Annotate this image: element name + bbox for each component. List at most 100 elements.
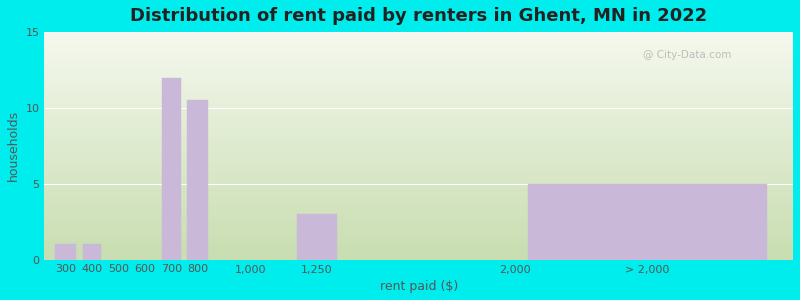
Bar bbox=[44, 110, 793, 112]
X-axis label: rent paid ($): rent paid ($) bbox=[379, 280, 458, 293]
Bar bbox=[44, 216, 793, 219]
Bar bbox=[44, 91, 793, 94]
Bar bbox=[44, 235, 793, 237]
Bar bbox=[44, 132, 793, 134]
Bar bbox=[44, 207, 793, 210]
Bar bbox=[44, 103, 793, 105]
Bar bbox=[44, 89, 793, 91]
Bar bbox=[44, 37, 793, 39]
Bar bbox=[44, 78, 793, 80]
Bar bbox=[44, 178, 793, 180]
Bar bbox=[44, 153, 793, 155]
Bar bbox=[44, 232, 793, 235]
Bar bbox=[44, 157, 793, 160]
Bar bbox=[44, 44, 793, 46]
Bar bbox=[44, 184, 793, 187]
Bar bbox=[44, 57, 793, 59]
Bar bbox=[44, 194, 793, 196]
Bar bbox=[44, 200, 793, 203]
Bar bbox=[44, 114, 793, 116]
Bar bbox=[44, 118, 793, 121]
Bar bbox=[55, 244, 76, 260]
Bar bbox=[44, 87, 793, 89]
Bar bbox=[44, 212, 793, 214]
Bar bbox=[44, 257, 793, 260]
Bar bbox=[44, 59, 793, 62]
Bar bbox=[44, 205, 793, 207]
Bar bbox=[44, 191, 793, 194]
Bar bbox=[44, 239, 793, 242]
Bar bbox=[44, 141, 793, 144]
Bar bbox=[44, 250, 793, 253]
Bar bbox=[187, 100, 208, 260]
Bar bbox=[44, 173, 793, 176]
Bar bbox=[44, 75, 793, 78]
Bar bbox=[44, 112, 793, 114]
Bar bbox=[44, 148, 793, 150]
Bar bbox=[82, 244, 102, 260]
Bar bbox=[44, 155, 793, 157]
Bar bbox=[44, 187, 793, 189]
Bar bbox=[44, 80, 793, 82]
Bar bbox=[44, 150, 793, 153]
Bar bbox=[44, 128, 793, 130]
Bar bbox=[44, 219, 793, 221]
Bar bbox=[44, 166, 793, 169]
Bar bbox=[44, 198, 793, 200]
Text: @ City-Data.com: @ City-Data.com bbox=[643, 50, 732, 60]
Bar bbox=[44, 255, 793, 257]
Bar bbox=[44, 125, 793, 128]
Bar bbox=[44, 121, 793, 123]
Bar bbox=[44, 248, 793, 250]
Bar bbox=[44, 55, 793, 57]
Bar bbox=[44, 71, 793, 73]
Bar bbox=[44, 68, 793, 71]
Bar bbox=[44, 162, 793, 164]
Bar bbox=[44, 123, 793, 125]
Bar bbox=[44, 164, 793, 166]
Bar bbox=[44, 139, 793, 141]
Bar bbox=[44, 48, 793, 50]
Bar bbox=[44, 244, 793, 246]
Bar bbox=[44, 61, 793, 64]
Bar bbox=[44, 82, 793, 84]
Bar bbox=[44, 64, 793, 66]
Bar bbox=[44, 41, 793, 43]
Bar bbox=[44, 189, 793, 191]
Bar bbox=[44, 210, 793, 212]
Bar bbox=[44, 242, 793, 244]
Bar bbox=[44, 50, 793, 52]
Bar bbox=[44, 203, 793, 205]
Bar bbox=[44, 237, 793, 239]
Bar bbox=[44, 228, 793, 230]
Bar bbox=[297, 214, 337, 260]
Bar bbox=[44, 84, 793, 87]
Bar bbox=[44, 94, 793, 96]
Bar bbox=[44, 66, 793, 68]
Bar bbox=[44, 52, 793, 55]
Bar bbox=[44, 253, 793, 255]
Bar bbox=[44, 32, 793, 34]
Bar bbox=[44, 182, 793, 184]
Bar bbox=[44, 34, 793, 37]
Bar bbox=[44, 214, 793, 216]
Bar bbox=[44, 107, 793, 110]
Bar bbox=[44, 46, 793, 48]
Bar bbox=[44, 116, 793, 119]
Bar bbox=[44, 98, 793, 100]
Bar bbox=[44, 73, 793, 75]
Bar bbox=[44, 230, 793, 232]
Bar bbox=[529, 184, 766, 260]
Y-axis label: households: households bbox=[7, 110, 20, 182]
Bar bbox=[44, 130, 793, 132]
Title: Distribution of rent paid by renters in Ghent, MN in 2022: Distribution of rent paid by renters in … bbox=[130, 7, 707, 25]
Bar bbox=[44, 146, 793, 148]
Bar bbox=[44, 134, 793, 137]
Bar bbox=[44, 196, 793, 198]
Bar bbox=[44, 39, 793, 41]
Bar bbox=[44, 171, 793, 173]
Bar bbox=[44, 105, 793, 107]
Bar bbox=[44, 144, 793, 146]
Bar bbox=[44, 221, 793, 223]
Bar bbox=[162, 78, 181, 260]
